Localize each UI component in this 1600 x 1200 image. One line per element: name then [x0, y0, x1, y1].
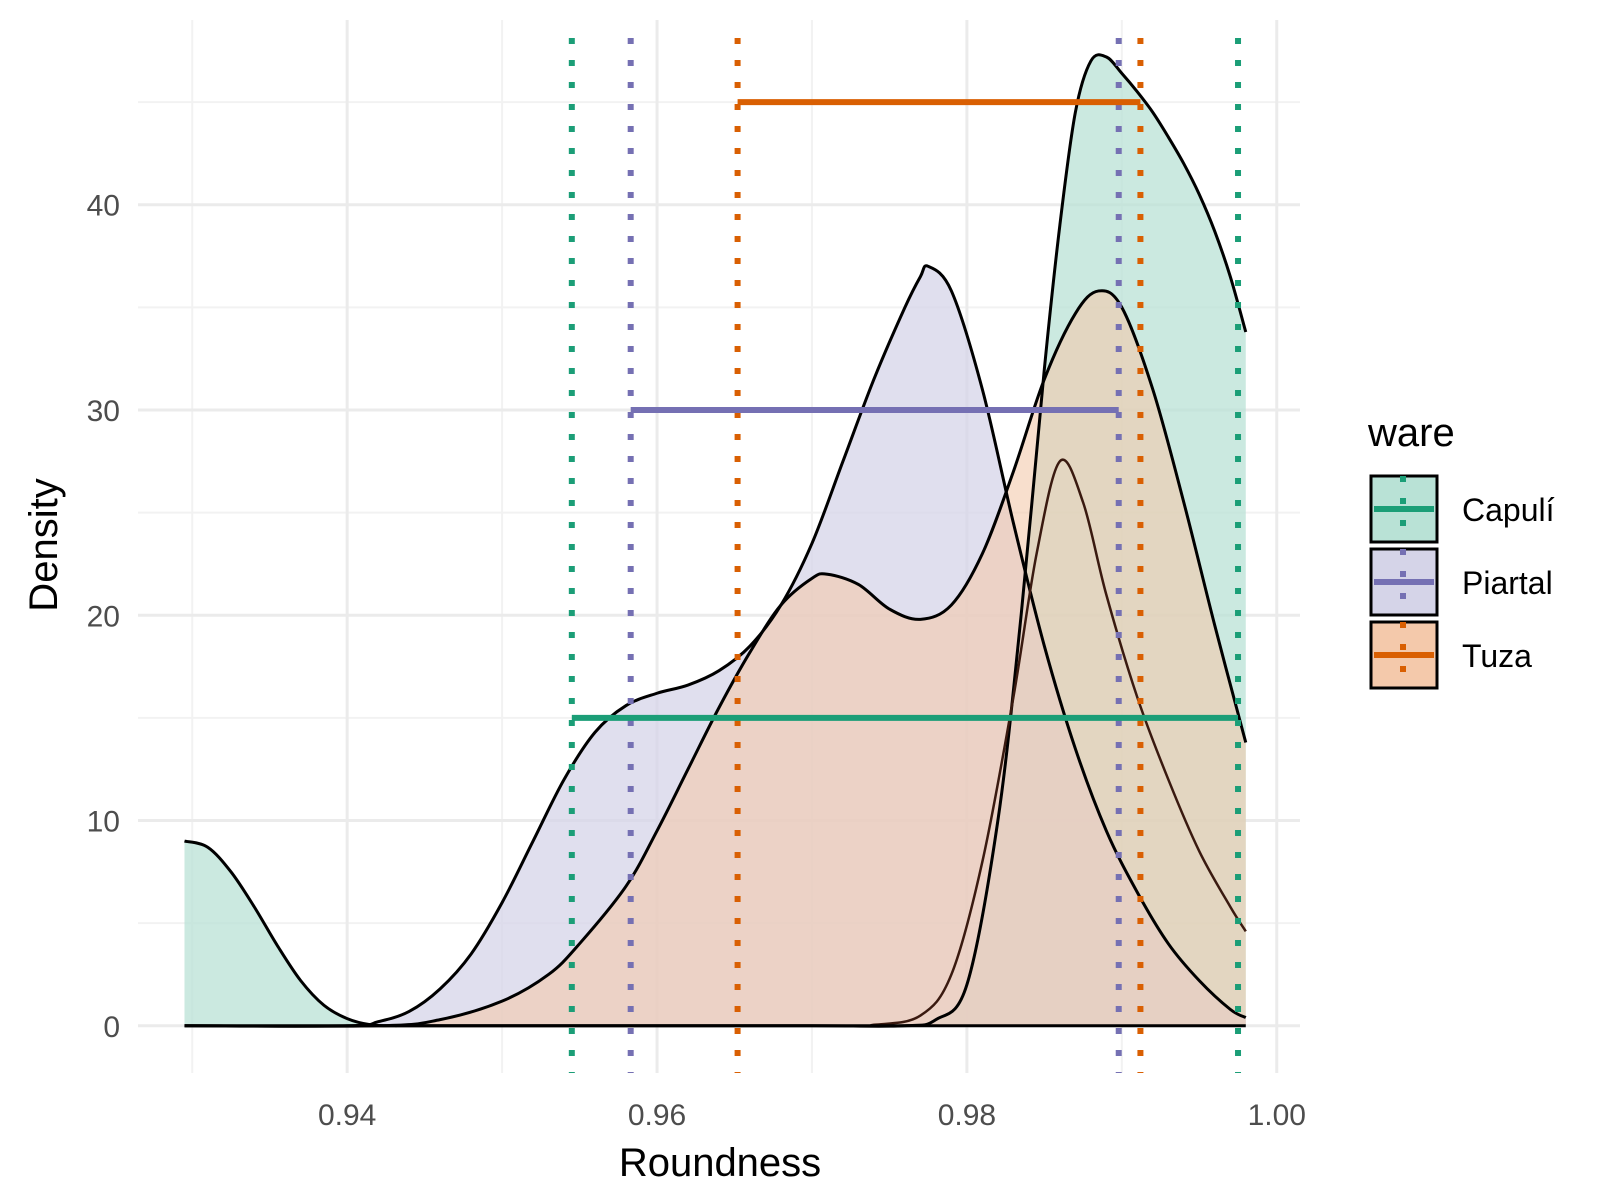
legend-items: Capulí Piartal Tuza [1369, 474, 1555, 690]
interval-bound-lines [568, 38, 1242, 1073]
x-axis-ticks: 0.94 0.96 0.98 1.00 [318, 1099, 1306, 1132]
legend-title: ware [1367, 411, 1455, 455]
legend-item-tuza: Tuza [1369, 620, 1532, 690]
density-line-capul- [184, 53, 1248, 1028]
x-tick-label: 0.94 [318, 1099, 376, 1132]
y-tick-label: 30 [87, 395, 120, 428]
y-axis-ticks: 0 10 20 30 40 [87, 190, 120, 1044]
density-outlines [184, 53, 1248, 1028]
legend-item-piartal: Piartal [1369, 547, 1553, 617]
x-tick-label: 0.96 [628, 1099, 686, 1132]
density-line-tuza [184, 289, 1248, 1028]
density-fill-tuza [184, 290, 1246, 1027]
y-tick-label: 0 [103, 1011, 120, 1044]
x-tick-label: 0.98 [938, 1099, 996, 1132]
density-fills [184, 54, 1246, 1027]
y-axis-title: Density [22, 478, 66, 611]
legend-label-capul-: Capulí [1462, 492, 1555, 528]
y-tick-label: 10 [87, 806, 120, 839]
interval-segments [571, 99, 1239, 721]
legend: ware Capulí Piartal Tuza [1367, 411, 1555, 690]
density-line-piartal [184, 264, 1247, 1028]
legend-item-capul-: Capulí [1369, 474, 1555, 544]
y-tick-label: 20 [87, 600, 120, 633]
legend-label-piartal: Piartal [1462, 565, 1553, 601]
legend-label-tuza: Tuza [1462, 638, 1532, 674]
x-axis-title: Roundness [619, 1141, 821, 1185]
y-tick-label: 40 [87, 190, 120, 223]
x-tick-label: 1.00 [1248, 1099, 1306, 1132]
